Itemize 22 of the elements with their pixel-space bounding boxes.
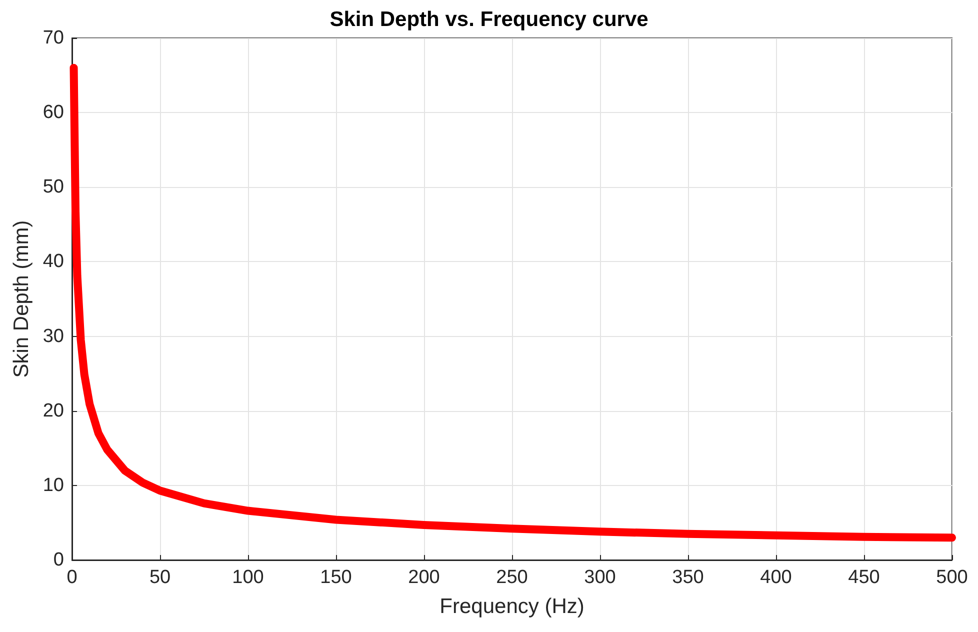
x-tick-label: 200 — [408, 567, 440, 588]
x-tick-label: 400 — [760, 567, 792, 588]
x-tick-label: 0 — [66, 567, 78, 588]
y-tick-label: 20 — [42, 400, 64, 422]
y-tick-label: 70 — [42, 28, 64, 48]
x-tick-label: 500 — [936, 567, 968, 588]
y-tick-label: 10 — [42, 474, 64, 496]
x-tick-label: 100 — [232, 567, 264, 588]
y-tick-label: 60 — [42, 102, 64, 124]
x-tick-label: 350 — [672, 567, 704, 588]
y-tick-label: 50 — [42, 176, 64, 198]
x-tick-label: 450 — [848, 567, 880, 588]
x-tick-label: 50 — [149, 567, 171, 588]
y-tick-label: 30 — [42, 326, 64, 347]
x-tick-label: 300 — [584, 567, 616, 588]
chart-title: Skin Depth vs. Frequency curve — [330, 8, 648, 31]
y-tick-label: 40 — [42, 251, 64, 272]
x-tick-label: 150 — [320, 567, 352, 588]
x-axis-title: Frequency (Hz) — [440, 595, 584, 618]
x-tick-label: 250 — [496, 567, 528, 588]
y-axis-title: Skin Depth (mm) — [10, 220, 33, 378]
y-tick-label: 0 — [53, 550, 64, 570]
